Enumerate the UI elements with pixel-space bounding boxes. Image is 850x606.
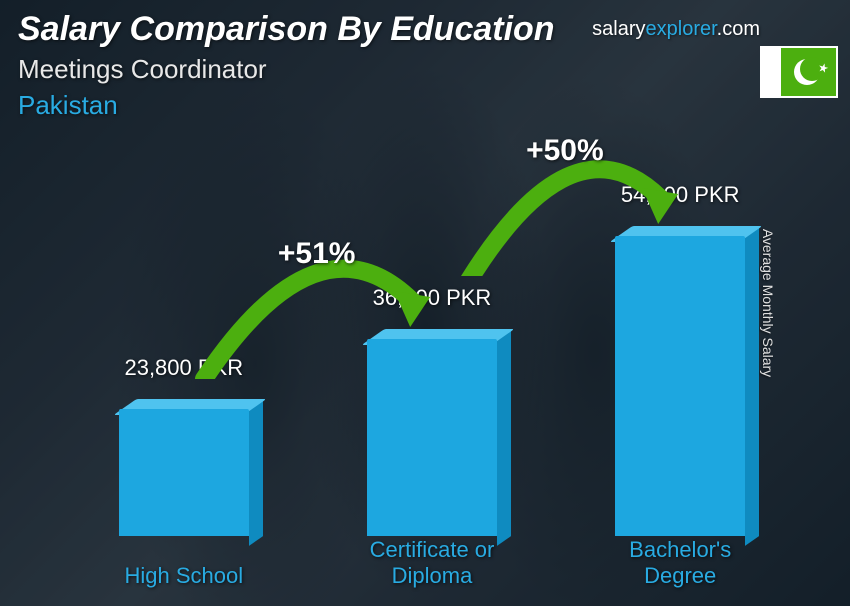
- watermark: salaryexplorer.com: [592, 18, 760, 41]
- percentage-increase-label: +50%: [526, 134, 604, 168]
- content-layer: Salary Comparison By Education Meetings …: [0, 0, 850, 606]
- watermark-part2: explorer: [646, 18, 717, 40]
- bar-side-face: [249, 399, 263, 546]
- bar: [119, 399, 249, 536]
- bar-category-label: Bachelor'sDegree: [590, 537, 770, 588]
- watermark-part1: salary: [592, 18, 645, 40]
- watermark-part3: .com: [717, 18, 760, 40]
- bar-side-face: [745, 226, 759, 546]
- chart-title: Salary Comparison By Education: [18, 10, 555, 49]
- flag-field: ★: [781, 48, 837, 96]
- star-icon: ★: [817, 60, 831, 76]
- increase-arrow: +50%: [432, 116, 700, 276]
- bar-chart: 23,800 PKRHigh School36,100 PKRCertifica…: [50, 68, 780, 588]
- percentage-increase-label: +51%: [278, 237, 356, 271]
- increase-arrow: +51%: [184, 219, 452, 379]
- bar-side-face: [497, 329, 511, 546]
- bar-front-face: [615, 236, 745, 536]
- bar-category-label: High School: [94, 563, 274, 588]
- bar-category-label: Certificate orDiploma: [342, 537, 522, 588]
- bar-front-face: [119, 409, 249, 536]
